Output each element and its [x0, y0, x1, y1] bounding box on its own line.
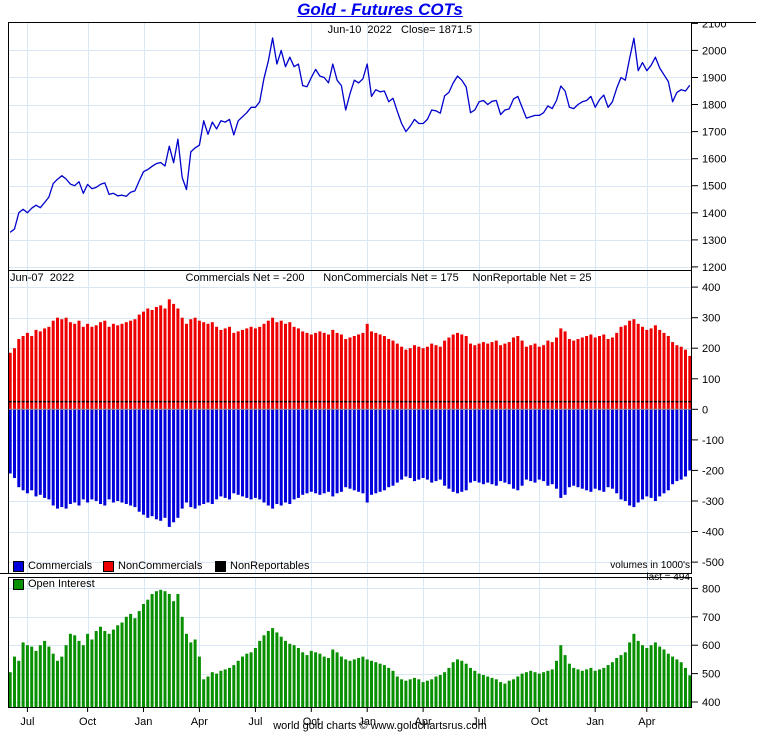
noncommercials-net-label: NonCommercials Net = 175 [323, 272, 459, 284]
y-axis-tick-label: 300 [702, 313, 720, 325]
y-axis-tick-label: 1300 [702, 235, 726, 247]
x-axis-tick-label: Jan [358, 716, 376, 728]
y-axis-tick-label: -400 [702, 527, 724, 539]
x-axis-tick-label: Apr [191, 716, 208, 728]
plot-frame [0, 270, 692, 574]
nonreportables-swatch-icon [215, 560, 226, 572]
y-axis-tick-label: 500 [702, 669, 720, 681]
plot-frame [8, 22, 756, 271]
legend-label: Commercials [28, 560, 93, 572]
price-annotation: Jun-10 2022 Close= 1871.5 [327, 24, 473, 36]
cot-panel: 400 300 200 100 0 -100 -200 -300 -400 -500 [0, 270, 724, 574]
cot-date-label: Jun-07 2022 [10, 272, 75, 284]
y-axis-tick-label: 1400 [702, 208, 726, 220]
x-axis-tick-label: Oct [531, 716, 548, 728]
legend-item-commercials: Commercials [13, 560, 92, 572]
y-axis-tick-label: 2000 [702, 45, 726, 57]
last-value-note: last = 494 [646, 572, 690, 583]
nonreportables-bars [8, 400, 692, 403]
gridlines [9, 23, 691, 270]
legend-label: Open Interest [28, 578, 95, 590]
legend-item-nonreportables: NonReportables [215, 560, 310, 572]
commercials-bars [8, 409, 692, 527]
y-axis-tick-label: 1900 [702, 73, 726, 85]
y-axis-tick-label: 1600 [702, 154, 726, 166]
y-axis-tick-label: 1500 [702, 181, 726, 193]
y-axis-tick-label: 100 [702, 374, 720, 386]
legend-label: NonCommercials [118, 560, 203, 572]
y-axis: 400 300 200 100 0 -100 -200 -300 -400 -500 [692, 282, 724, 569]
open-interest-bars [8, 589, 692, 707]
y-axis: 1200 1300 1400 1500 1600 1700 1800 1900 2000 2100 [692, 22, 726, 271]
nonreportable-net-label: NonReportable Net = 25 [472, 272, 592, 284]
legend-item-noncommercials: NonCommercials [103, 560, 202, 572]
y-axis-tick-label: 1800 [702, 100, 726, 112]
y-axis-tick-label: 2100 [702, 22, 726, 30]
legend-item-open-interest: Open Interest [13, 578, 95, 590]
y-axis-tick-label: 400 [702, 282, 720, 294]
x-axis-tick-label: Jul [20, 716, 34, 728]
page-title: Gold - Futures COTs [297, 0, 463, 19]
x-axis-tick-label: Oct [79, 716, 96, 728]
y-axis-tick-label: 800 [702, 583, 720, 595]
y-axis-tick-label: 600 [702, 640, 720, 652]
x-axis: Jul Oct Jan Apr Jul Oct Jan Apr Jul Oct Jan Apr [20, 707, 656, 728]
y-axis-tick-label: -200 [702, 465, 724, 477]
price-panel: 1200 1300 1400 1500 1600 1700 1800 1900 2000 2100 [8, 22, 756, 271]
y-axis-tick-label: 700 [702, 612, 720, 624]
y-axis-tick-label: 400 [702, 697, 720, 709]
noncommercials-swatch-icon [103, 560, 114, 572]
y-axis-tick-label: 200 [702, 343, 720, 355]
footer-credit: world gold charts © www.goldchartsrus.co… [273, 720, 487, 732]
y-axis-tick-label: 0 [702, 404, 708, 416]
x-axis-tick-label: Jan [135, 716, 153, 728]
commercials-net-label: Commercials Net = -200 [185, 272, 305, 284]
price-line-series [9, 37, 691, 233]
noncommercials-bars [8, 299, 692, 410]
x-axis-tick-label: Oct [303, 716, 320, 728]
y-axis-tick-label: 1700 [702, 127, 726, 139]
open-interest-swatch-icon [13, 578, 24, 590]
x-axis-tick-label: Apr [415, 716, 432, 728]
y-axis: 400 500 600 700 800 [692, 583, 720, 709]
volumes-note: volumes in 1000's [610, 560, 690, 571]
y-axis-tick-label: 1200 [702, 262, 726, 271]
plot-frame [8, 577, 692, 708]
y-axis-tick-label: -100 [702, 435, 724, 447]
commercials-swatch-icon [13, 560, 24, 572]
y-axis-tick-label: -300 [702, 496, 724, 508]
x-axis-tick-label: Jan [586, 716, 604, 728]
x-axis-tick-label: Jul [248, 716, 262, 728]
y-axis-tick-label: -500 [702, 557, 724, 569]
legend-label: NonReportables [230, 560, 310, 572]
x-axis-tick-label: Jul [472, 716, 486, 728]
x-axis-tick-label: Apr [638, 716, 655, 728]
